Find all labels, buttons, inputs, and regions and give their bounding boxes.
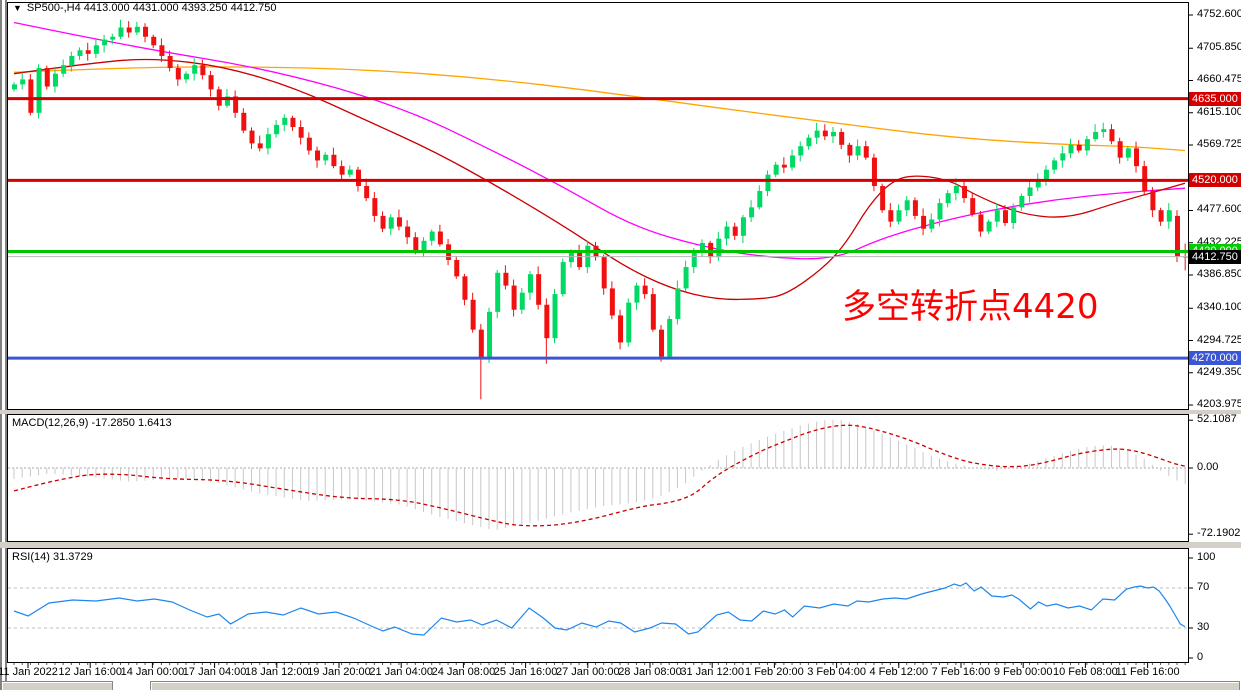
macd-tick-label: -72.1902 xyxy=(1197,527,1241,540)
macd-signal-line xyxy=(13,424,1186,527)
macd-tick-label: 0.00 xyxy=(1197,461,1219,473)
price-tick-label: 4660.475 xyxy=(1197,73,1241,86)
panel-divider-2[interactable] xyxy=(0,542,1241,548)
time-tick-label: 14 Jan 00:00 xyxy=(120,666,185,678)
time-tick-label: 17 Jan 04:00 xyxy=(182,666,247,678)
background-window-fragment-right[interactable] xyxy=(150,681,1240,690)
rsi-panel[interactable] xyxy=(7,548,1189,663)
ma-orange xyxy=(13,66,1186,152)
price-tick-label: 4203.975 xyxy=(1197,398,1241,411)
price-badge-4270.000: 4270.000 xyxy=(1189,351,1241,366)
time-tick-label: 28 Jan 08:00 xyxy=(618,666,682,678)
time-tick-label: 1 Feb 20:00 xyxy=(745,666,804,678)
candles-series[interactable] xyxy=(12,19,1189,400)
ma-magenta xyxy=(13,21,1186,260)
chart-annotation-text: 多空转折点4420 xyxy=(842,287,1099,327)
price-tick-label: 4340.100 xyxy=(1197,301,1241,314)
time-tick-label: 27 Jan 00:00 xyxy=(555,666,620,678)
time-tick-label: 11 Jan 2022 xyxy=(0,666,58,678)
price-tick-label: 4705.850 xyxy=(1197,41,1241,54)
rsi-level-lines xyxy=(8,587,1188,629)
rsi-tick-label: 70 xyxy=(1197,581,1210,593)
price-badge-4520.000: 4520.000 xyxy=(1189,173,1241,188)
time-tick-label: 31 Jan 12:00 xyxy=(680,666,744,678)
rsi-tick-label: 100 xyxy=(1197,551,1216,563)
macd-histogram xyxy=(13,419,1186,530)
price-tick-label: 4386.850 xyxy=(1197,268,1241,280)
macd-indicator-label: MACD(12,26,9) -17.2850 1.6413 xyxy=(12,417,172,429)
time-tick-label: 3 Feb 04:00 xyxy=(807,666,866,678)
horizontal-level-lines[interactable] xyxy=(8,97,1188,360)
time-tick-label: 18 Jan 12:00 xyxy=(244,666,309,678)
window-left-border xyxy=(0,0,7,690)
chart-title-bar[interactable]: ▼ SP500-,H4 4413.000 4431.000 4393.250 44… xyxy=(13,2,276,14)
time-tick-label: 7 Feb 16:00 xyxy=(931,666,991,678)
rsi-indicator-label: RSI(14) 31.3729 xyxy=(12,551,93,563)
time-tick-label: 4 Feb 12:00 xyxy=(869,666,929,678)
time-tick-label: 24 Jan 08:00 xyxy=(431,666,496,678)
time-tick-label: 10 Feb 08:00 xyxy=(1052,666,1118,678)
price-tick-label: 4249.350 xyxy=(1197,365,1241,378)
time-tick-label: 9 Feb 00:00 xyxy=(993,666,1053,678)
rsi-line xyxy=(13,582,1186,636)
price-tick-label: 4477.600 xyxy=(1197,203,1241,216)
macd-panel[interactable] xyxy=(7,414,1189,542)
time-tick-label: 12 Jan 16:00 xyxy=(58,666,122,678)
time-tick-label: 25 Jan 16:00 xyxy=(493,666,558,678)
rsi-tick-label: 0 xyxy=(1197,651,1204,663)
price-tick-label: 4569.725 xyxy=(1197,138,1241,150)
price-tick-label: 4615.100 xyxy=(1197,105,1241,118)
background-window-fragment-left[interactable] xyxy=(1,681,113,690)
macd-tick-label: 52.1087 xyxy=(1197,413,1237,426)
chart-title-text: SP500-,H4 4413.000 4431.000 4393.250 441… xyxy=(26,2,277,14)
price-tick-label: 4294.725 xyxy=(1197,333,1241,346)
symbol-dropdown-icon[interactable]: ▼ xyxy=(13,3,22,13)
time-tick-label: 19 Jan 20:00 xyxy=(307,666,371,678)
price-badge-4412.750: 4412.750 xyxy=(1189,249,1241,264)
rsi-tick-label: 30 xyxy=(1197,621,1210,633)
axis-ticks xyxy=(13,14,1193,668)
price-badge-4635.000: 4635.000 xyxy=(1189,91,1241,106)
price-tick-label: 4752.600 xyxy=(1197,8,1241,20)
time-tick-label: 21 Jan 04:00 xyxy=(369,666,433,678)
panel-divider-1[interactable] xyxy=(0,410,1241,414)
time-tick-label: 11 Feb 16:00 xyxy=(1115,666,1180,678)
